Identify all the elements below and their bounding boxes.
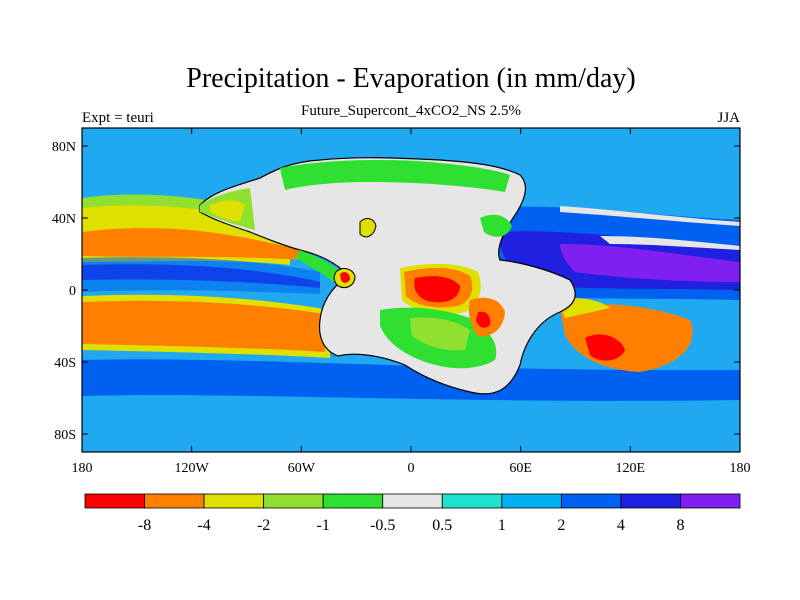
colorbar: -8 -4 -2 -1 -0.5 0.5 1 2 4 8 — [84, 493, 741, 534]
map-title: Precipitation - Evaporation (in mm/day) — [186, 63, 635, 94]
season-label: JJA — [717, 110, 740, 126]
northeast-land-green-patch — [480, 214, 512, 237]
x-tick-label: 180 — [72, 461, 93, 476]
colorbar-swatch — [382, 493, 443, 509]
colorbar-label: 0.5 — [432, 517, 452, 534]
x-axis: 180 120W 60W 0 60E 120E 180 — [72, 128, 751, 476]
colorbar-swatch — [620, 493, 681, 509]
colorbar-swatch — [144, 493, 205, 509]
southern-ocean-moist-band — [82, 359, 740, 401]
y-axis: 80N 40N 0 40S 80S — [52, 140, 740, 443]
east-north-light-strip — [560, 206, 740, 226]
colorbar-label: -1 — [317, 517, 330, 534]
colorbar-swatch — [680, 493, 741, 509]
southern-ocean-light-band — [82, 399, 740, 411]
colorbar-label: 8 — [676, 517, 684, 534]
colorbar-label: -2 — [257, 517, 270, 534]
x-tick-label: 0 — [408, 461, 415, 476]
y-tick-label: 0 — [69, 284, 76, 299]
x-tick-label: 120E — [616, 461, 646, 476]
colorbar-label: 4 — [617, 517, 625, 534]
south-pacific-orange-zone — [82, 300, 325, 352]
west-land-yellow-patch — [210, 200, 245, 222]
coastal-green-strip — [295, 250, 345, 285]
equatorial-pacific-moist-band — [82, 257, 320, 294]
interior-very-dry-core — [414, 276, 460, 303]
y-tick-label: 40S — [54, 356, 76, 371]
colorbar-swatch — [203, 493, 265, 509]
colorbar-label: -4 — [197, 517, 210, 534]
colorbar-swatch — [560, 493, 622, 509]
south-land-yellow-region — [410, 317, 470, 351]
y-tick-label: 40N — [52, 212, 76, 227]
northern-island — [359, 218, 377, 238]
south-land-red-spot — [476, 311, 491, 328]
north-land-green-margin — [280, 160, 510, 192]
colorbar-label: 1 — [498, 517, 506, 534]
x-tick-label: 120W — [175, 461, 210, 476]
north-pacific-orange-band — [82, 228, 300, 260]
x-tick-label: 60W — [288, 461, 316, 476]
map-field — [82, 128, 740, 452]
east-ocean-strong-wet-band — [560, 244, 740, 282]
colorbar-swatch — [84, 493, 145, 509]
y-tick-label: 80S — [54, 428, 76, 443]
y-tick-label: 80N — [52, 140, 76, 155]
equatorial-island-core — [340, 272, 350, 283]
colorbar-swatch — [263, 493, 324, 509]
east-ocean-light-strip — [600, 236, 740, 250]
colorbar-label: -0.5 — [370, 517, 395, 534]
colorbar-label: -8 — [138, 517, 151, 534]
colorbar-swatch — [441, 493, 503, 509]
map-subtitle: Future_Supercont_4xCO2_NS 2.5% — [301, 103, 521, 119]
colorbar-label: 2 — [557, 517, 565, 534]
north-pacific-green-edge — [82, 194, 270, 222]
southeast-ocean-very-dry-spot — [585, 334, 625, 361]
x-tick-label: 180 — [730, 461, 751, 476]
colorbar-swatch — [322, 493, 384, 509]
colorbar-swatch — [501, 493, 562, 509]
experiment-label: Expt = teuri — [82, 110, 154, 126]
x-tick-label: 60E — [509, 461, 532, 476]
